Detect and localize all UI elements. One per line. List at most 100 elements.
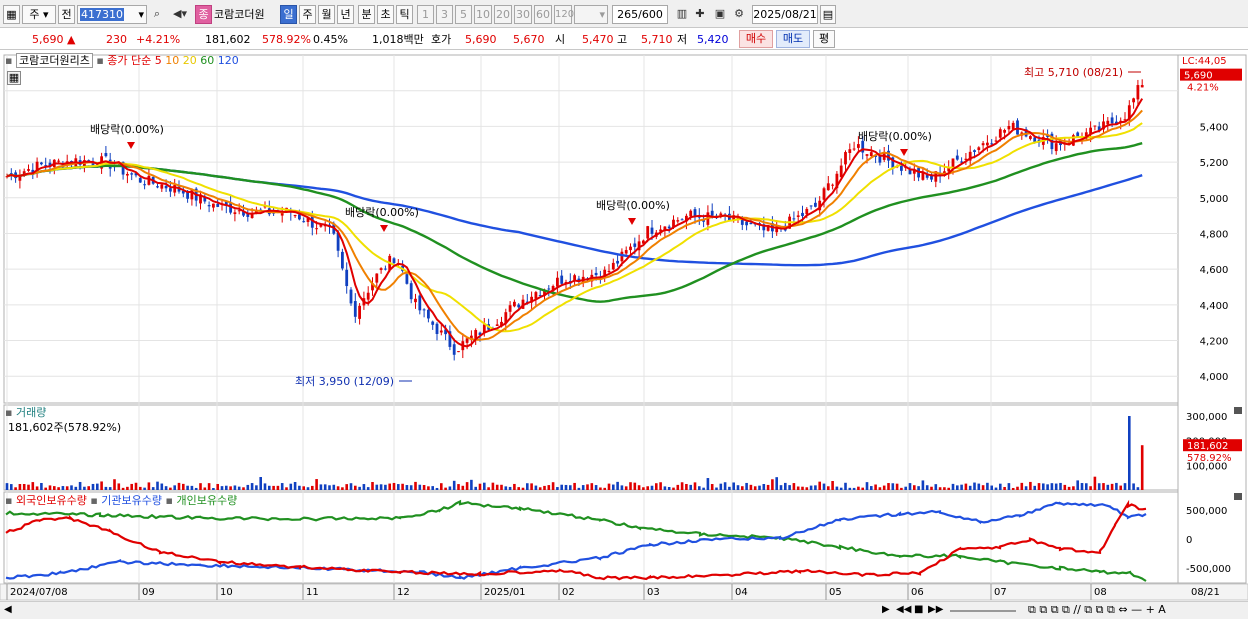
volume-bar bbox=[1110, 483, 1114, 490]
volume-bar bbox=[792, 483, 796, 490]
volume-bar bbox=[164, 486, 168, 490]
window-icon[interactable]: ⧉ ⧉ ⧉ ⧉ ∕∕ ⧉ ⧉ ⧉ ⇔ — + A bbox=[1028, 603, 1166, 616]
dividend-label: 배당락(0.00%) bbox=[90, 123, 164, 136]
volume-bar bbox=[354, 485, 357, 490]
lc-label: LC:44,05 bbox=[1182, 56, 1227, 67]
volume-bar bbox=[620, 485, 624, 490]
bullet-icon: ▪ bbox=[5, 54, 13, 67]
interval-30[interactable]: 30 bbox=[514, 5, 532, 24]
chevron-down-icon: ▾ bbox=[599, 8, 605, 21]
volume-bar bbox=[749, 484, 753, 490]
stock-code-input[interactable]: 417310 ▾ bbox=[77, 5, 147, 24]
candle-body bbox=[857, 144, 860, 148]
legend-stock-name[interactable]: 코람코더원리츠 bbox=[15, 53, 93, 68]
interval-5[interactable]: 5 bbox=[455, 5, 472, 24]
chevron-down-icon[interactable]: ▾ bbox=[138, 8, 144, 21]
candle-icon[interactable]: ▥ bbox=[676, 7, 688, 20]
candle-body bbox=[538, 295, 542, 297]
tab-tick[interactable]: 틱 bbox=[396, 5, 413, 24]
period-type-select[interactable]: 주 ▾ bbox=[22, 5, 56, 24]
candle-body bbox=[1140, 85, 1144, 88]
candle-body bbox=[40, 162, 43, 165]
candle-body bbox=[719, 213, 723, 216]
chart-area[interactable]: 2024/07/08 09 10 11 12 2025/01 02 03 04 05 06 07 08 0… bbox=[0, 50, 1248, 621]
scroll-left-icon[interactable]: ◀ bbox=[4, 604, 12, 615]
date-input[interactable]: 2025/08/21 bbox=[752, 5, 818, 24]
interval-3[interactable]: 3 bbox=[436, 5, 453, 24]
interval-120[interactable]: 120 bbox=[554, 5, 574, 24]
tab-month[interactable]: 월 bbox=[318, 5, 335, 24]
stop-icon[interactable]: ■ bbox=[914, 604, 924, 615]
volume-bar bbox=[495, 484, 499, 490]
individual-line bbox=[5, 499, 1147, 582]
volume-bar bbox=[27, 484, 30, 490]
volume-bar bbox=[233, 485, 237, 490]
volume-bar bbox=[1102, 483, 1105, 490]
y-tick-label: 4,200 bbox=[1200, 337, 1229, 348]
volume-bar bbox=[362, 484, 366, 490]
search-icon[interactable]: ⌕ bbox=[153, 7, 161, 20]
grid-toggle-icon[interactable]: ▦ bbox=[7, 71, 21, 85]
data-count-value: 265 bbox=[617, 8, 639, 21]
volume-bar bbox=[857, 486, 860, 490]
volume-bar bbox=[685, 483, 688, 490]
volume-bar bbox=[341, 487, 344, 490]
volume-bar bbox=[646, 486, 649, 490]
volume-bar bbox=[1085, 483, 1088, 490]
current-price: 5,690 ▲ bbox=[32, 32, 75, 47]
candle-body bbox=[18, 175, 22, 181]
save-icon[interactable]: ▣ bbox=[714, 7, 726, 20]
tab-minute[interactable]: 분 bbox=[358, 5, 375, 24]
interval-20[interactable]: 20 bbox=[494, 5, 512, 24]
volume-bar bbox=[878, 487, 882, 490]
candle-body bbox=[57, 160, 60, 162]
volume-bar bbox=[401, 483, 404, 490]
tab-day[interactable]: 일 bbox=[280, 5, 297, 24]
zoom-slider[interactable] bbox=[950, 610, 1016, 612]
speaker-icon[interactable]: ◀▾ bbox=[173, 7, 187, 20]
candle-body bbox=[930, 174, 933, 180]
volume-legend: ▪ 거래량 bbox=[5, 404, 46, 420]
dividend-label: 배당락(0.00%) bbox=[345, 206, 419, 219]
calendar-icon[interactable]: ▤ bbox=[820, 5, 836, 24]
volume-bar bbox=[784, 482, 787, 490]
menu-icon[interactable]: ▦ bbox=[3, 5, 20, 24]
interval-10[interactable]: 10 bbox=[474, 5, 492, 24]
candle-body bbox=[650, 227, 654, 234]
prev-button[interactable]: 전 bbox=[58, 5, 75, 24]
tab-week[interactable]: 주 bbox=[299, 5, 316, 24]
tab-second[interactable]: 초 bbox=[377, 5, 394, 24]
eval-button[interactable]: 평 bbox=[813, 30, 835, 48]
candle-body bbox=[624, 250, 628, 254]
volume-bar bbox=[1119, 485, 1122, 490]
volume-tag-box bbox=[1183, 439, 1242, 452]
interval-1[interactable]: 1 bbox=[417, 5, 434, 24]
interval-dropdown[interactable]: ▾ bbox=[574, 5, 608, 24]
x-tick-label: 2024/07/08 bbox=[10, 587, 68, 598]
interval-60[interactable]: 60 bbox=[534, 5, 552, 24]
sell-button[interactable]: 매도 bbox=[776, 30, 810, 48]
volume-bar bbox=[134, 482, 138, 490]
stock-chart-svg[interactable]: 2024/07/08 09 10 11 12 2025/01 02 03 04 05 06 07 08 0… bbox=[0, 50, 1248, 621]
gear-icon[interactable]: ⚙ bbox=[734, 7, 744, 20]
price-tag-text: 5,690 bbox=[1184, 71, 1213, 82]
play-icon[interactable]: ▶ bbox=[882, 604, 890, 615]
volume-bar bbox=[844, 482, 847, 490]
rewind-icon[interactable]: ◀◀ bbox=[896, 604, 912, 615]
candle-body bbox=[887, 150, 890, 161]
candle-body bbox=[680, 219, 684, 221]
volume-bar bbox=[964, 483, 968, 490]
volume-bar bbox=[160, 483, 164, 490]
buy-button[interactable]: 매수 bbox=[739, 30, 773, 48]
forward-icon[interactable]: ▶▶ bbox=[928, 604, 944, 615]
volume-bar bbox=[392, 482, 396, 490]
data-count-input[interactable]: 265/600 bbox=[612, 5, 668, 24]
tab-year[interactable]: 년 bbox=[337, 5, 354, 24]
candle-body bbox=[672, 219, 675, 228]
volume-bar bbox=[78, 481, 82, 490]
cross-icon[interactable]: ✚ bbox=[695, 7, 705, 20]
price-change: 230 bbox=[106, 33, 127, 46]
scroll-bar[interactable]: ◀ ▶ ◀◀ ■ ▶▶ ⧉ ⧉ ⧉ ⧉ ∕∕ ⧉ ⧉ ⧉ ⇔ — + A bbox=[0, 601, 1248, 619]
candle-body bbox=[710, 210, 714, 216]
volume-bar bbox=[216, 483, 219, 490]
